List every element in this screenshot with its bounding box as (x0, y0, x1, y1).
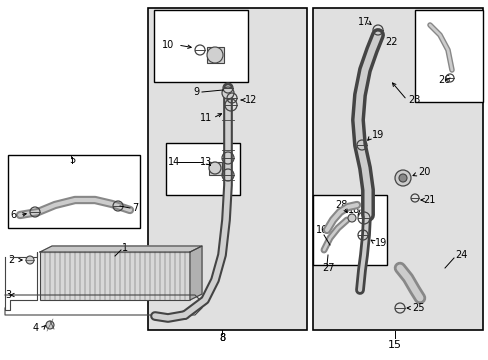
Text: 13: 13 (200, 157, 212, 167)
Text: 20: 20 (417, 167, 429, 177)
Text: 25: 25 (411, 303, 424, 313)
Text: 7: 7 (132, 203, 138, 213)
Circle shape (26, 256, 34, 264)
Polygon shape (190, 246, 202, 300)
Bar (312, 8, 482, 330)
Text: 28: 28 (334, 200, 346, 210)
Circle shape (46, 321, 54, 329)
Bar (414, 10, 482, 102)
Circle shape (394, 170, 410, 186)
Text: 12: 12 (244, 95, 257, 105)
Text: 8: 8 (219, 333, 224, 343)
Circle shape (206, 47, 223, 63)
Text: 9: 9 (193, 87, 199, 97)
Bar (148, 8, 306, 330)
Text: 3: 3 (5, 290, 11, 300)
Bar (206, 47, 224, 63)
Bar (8, 155, 140, 228)
Polygon shape (40, 246, 202, 252)
Text: 18: 18 (347, 205, 359, 215)
Text: 15: 15 (387, 340, 401, 350)
Text: 26: 26 (437, 75, 449, 85)
Bar (208, 162, 222, 175)
Bar (165, 143, 240, 195)
Text: 22: 22 (384, 37, 397, 47)
Text: 14: 14 (168, 157, 180, 167)
Text: 23: 23 (407, 95, 420, 105)
Text: 8: 8 (219, 333, 224, 343)
Bar (312, 195, 386, 265)
Circle shape (347, 214, 355, 222)
Circle shape (208, 162, 221, 174)
Text: 16: 16 (315, 225, 327, 235)
Text: 2: 2 (8, 255, 14, 265)
Text: 6: 6 (10, 210, 16, 220)
Text: 1: 1 (122, 243, 128, 253)
Text: 17: 17 (357, 17, 369, 27)
Text: 11: 11 (200, 113, 212, 123)
Text: 5: 5 (69, 155, 75, 165)
Bar (154, 10, 247, 82)
Circle shape (398, 174, 406, 182)
Text: 21: 21 (422, 195, 434, 205)
Text: 27: 27 (321, 263, 334, 273)
Text: 4: 4 (33, 323, 39, 333)
Text: 10: 10 (162, 40, 174, 50)
Text: 19: 19 (374, 238, 386, 248)
Bar (40, 252, 190, 300)
Text: 19: 19 (371, 130, 384, 140)
Text: 24: 24 (454, 250, 467, 260)
Circle shape (222, 87, 234, 99)
